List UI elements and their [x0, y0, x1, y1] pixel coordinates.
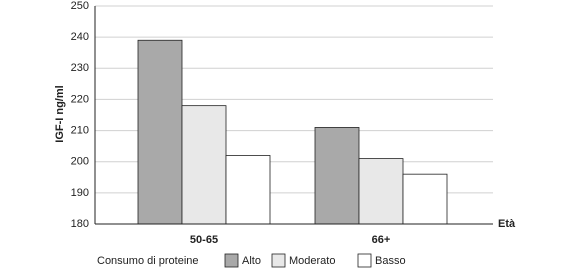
y-tick-label: 210: [71, 124, 89, 136]
legend-swatch: [224, 253, 239, 268]
legend-title: Consumo di proteine: [97, 255, 199, 267]
legend-label: Moderato: [289, 255, 335, 267]
y-tick-label: 200: [71, 156, 89, 168]
bar: [137, 39, 183, 225]
y-tick-label: 240: [71, 31, 89, 43]
legend-swatch: [271, 253, 286, 268]
y-tick-label: 220: [71, 93, 89, 105]
x-axis-label: Età: [498, 218, 516, 230]
bar: [181, 105, 227, 225]
y-axis-label: IGF-I ng/ml: [54, 85, 66, 142]
legend-swatch: [357, 253, 372, 268]
y-tick-label: 250: [71, 0, 89, 12]
y-tick-label: 180: [71, 218, 89, 230]
y-tick-label: 230: [71, 62, 89, 74]
x-tick-label: 50-65: [190, 234, 218, 246]
bar: [402, 173, 448, 225]
y-tick-label: 190: [71, 187, 89, 199]
bar: [225, 155, 271, 225]
legend-label: Basso: [375, 255, 406, 267]
legend-label: Alto: [242, 255, 261, 267]
bar: [358, 158, 404, 225]
x-tick-label: 66+: [372, 234, 391, 246]
bar: [314, 127, 360, 225]
